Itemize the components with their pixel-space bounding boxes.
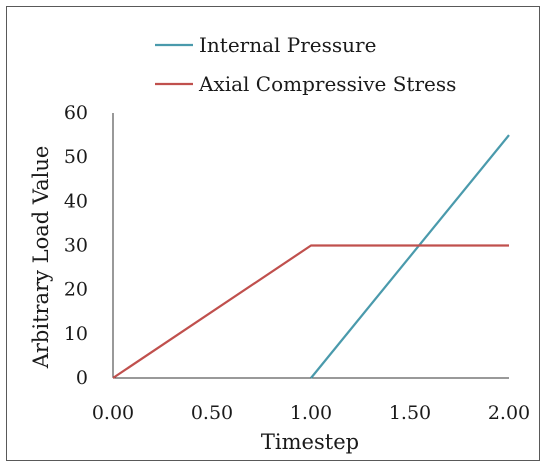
y-tick-label: 20 (64, 279, 88, 301)
y-tick-label: 10 (64, 323, 88, 345)
y-tick-label: 40 (64, 190, 88, 212)
legend: Internal Pressure Axial Compressive Stres… (155, 33, 456, 96)
x-tick-label: 2.00 (488, 402, 530, 424)
legend-label: Internal Pressure (199, 33, 376, 57)
chart-frame (6, 6, 540, 461)
series-line-1 (310, 134, 510, 379)
y-tick-label: 50 (64, 146, 88, 168)
x-axis-title: Timestep (261, 430, 359, 454)
x-tick-label: 1.00 (290, 402, 332, 424)
y-tick-label: 60 (64, 102, 88, 124)
y-axis-title: Arbitrary Load Value (29, 146, 53, 370)
legend-label: Axial Compressive Stress (198, 72, 456, 96)
x-tick-label: 0.00 (92, 402, 134, 424)
y-tick-label: 0 (76, 367, 88, 389)
series-line-2 (112, 244, 509, 379)
plot-area: 0 10 20 30 40 50 60 0.00 0.50 1.00 1.50 2.00 (64, 102, 530, 424)
y-tick-label: 30 (64, 235, 88, 257)
x-tick-label: 0.50 (191, 402, 233, 424)
x-tick-label: 1.50 (389, 402, 431, 424)
